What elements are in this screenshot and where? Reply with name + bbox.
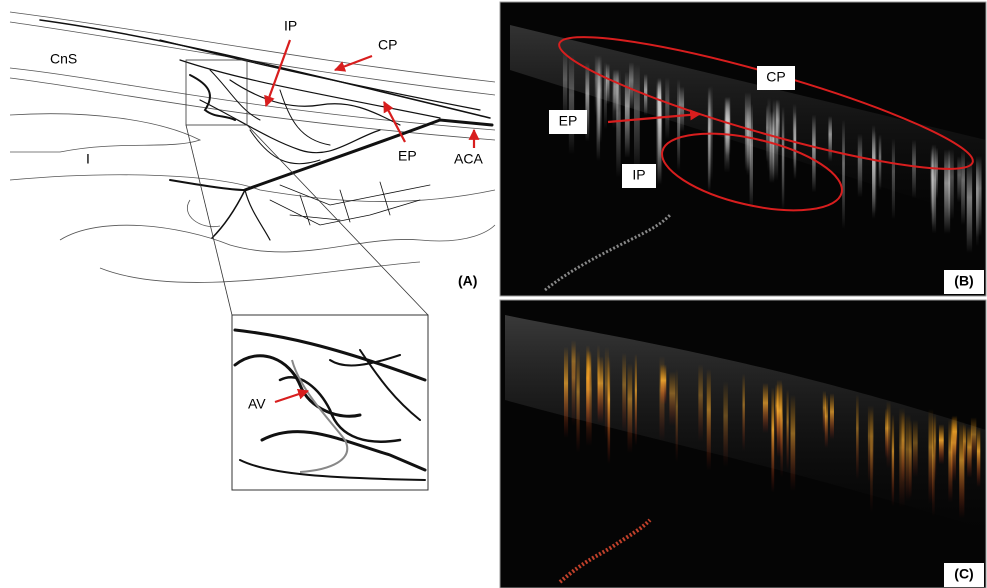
streak — [794, 112, 796, 179]
streak — [825, 395, 828, 448]
streak — [628, 363, 633, 453]
streak — [967, 427, 971, 479]
streak — [932, 415, 935, 517]
streak — [707, 369, 711, 471]
streak — [564, 347, 568, 438]
streak — [887, 401, 891, 469]
streak — [604, 62, 607, 129]
streak — [879, 134, 882, 190]
label: ACA — [454, 151, 483, 167]
streak — [910, 420, 912, 498]
streak — [967, 161, 972, 253]
label: IP — [284, 18, 297, 34]
streak — [892, 139, 895, 220]
label: CnS — [50, 51, 77, 67]
panel-b: CP EP IP (B) — [500, 2, 986, 296]
streak — [931, 148, 933, 214]
label: CP — [378, 37, 397, 53]
streak — [616, 70, 620, 178]
streak — [791, 395, 796, 491]
label: AV — [248, 396, 266, 412]
streak — [830, 393, 834, 439]
streak — [912, 140, 916, 198]
streak — [657, 79, 663, 185]
streak — [723, 381, 727, 467]
streak — [661, 364, 667, 404]
label: I — [86, 151, 90, 167]
panel-label: (B) — [954, 273, 973, 289]
streak — [742, 374, 744, 451]
streak — [572, 346, 576, 426]
streak — [629, 62, 633, 108]
streak — [669, 372, 675, 426]
label: IP — [632, 167, 645, 183]
streak — [977, 427, 980, 487]
streak — [622, 353, 626, 433]
streak — [665, 77, 669, 140]
page: CnS IP CP EP ACA I AV (A) CP EP IP (B) (… — [0, 0, 987, 588]
panel-label: (C) — [954, 566, 973, 582]
streak — [586, 351, 591, 446]
streak — [936, 147, 938, 198]
streak — [870, 409, 873, 512]
streak — [902, 412, 905, 483]
streak — [948, 149, 953, 220]
streak — [782, 107, 784, 210]
streak — [770, 111, 775, 183]
label: EP — [559, 113, 578, 129]
streak — [635, 354, 637, 446]
streak — [763, 383, 768, 433]
panel-label: (A) — [458, 273, 477, 289]
streak — [971, 417, 976, 460]
streak — [576, 351, 579, 453]
streak — [892, 414, 894, 506]
streak — [872, 131, 876, 214]
streak — [963, 424, 966, 467]
streak — [951, 417, 956, 482]
streak — [597, 56, 601, 161]
streak — [939, 424, 944, 464]
streak — [676, 369, 678, 462]
label: EP — [398, 148, 417, 164]
streak — [856, 395, 858, 480]
streak — [569, 55, 574, 154]
streak — [976, 159, 979, 246]
streak — [726, 99, 729, 163]
streak — [957, 156, 961, 202]
streak — [812, 115, 816, 193]
panel-c: (C) — [500, 300, 986, 588]
streak — [745, 92, 751, 171]
streak — [961, 150, 965, 225]
panel-a: CnS IP CP EP ACA I AV (A) — [10, 12, 495, 490]
streak — [913, 420, 918, 478]
streak — [598, 356, 604, 424]
streak — [828, 116, 831, 161]
streak — [858, 134, 862, 197]
vessels — [40, 20, 492, 240]
streak — [787, 389, 789, 471]
streak — [634, 64, 640, 172]
streak — [625, 72, 630, 158]
streak — [777, 380, 782, 458]
streak — [842, 120, 845, 229]
streak — [698, 364, 702, 442]
figure: CnS IP CP EP ACA I AV (A) CP EP IP (B) (… — [0, 0, 987, 588]
streak — [677, 79, 680, 170]
label: CP — [766, 69, 785, 85]
streak — [708, 87, 711, 191]
streak — [771, 387, 774, 492]
streak — [608, 357, 611, 464]
